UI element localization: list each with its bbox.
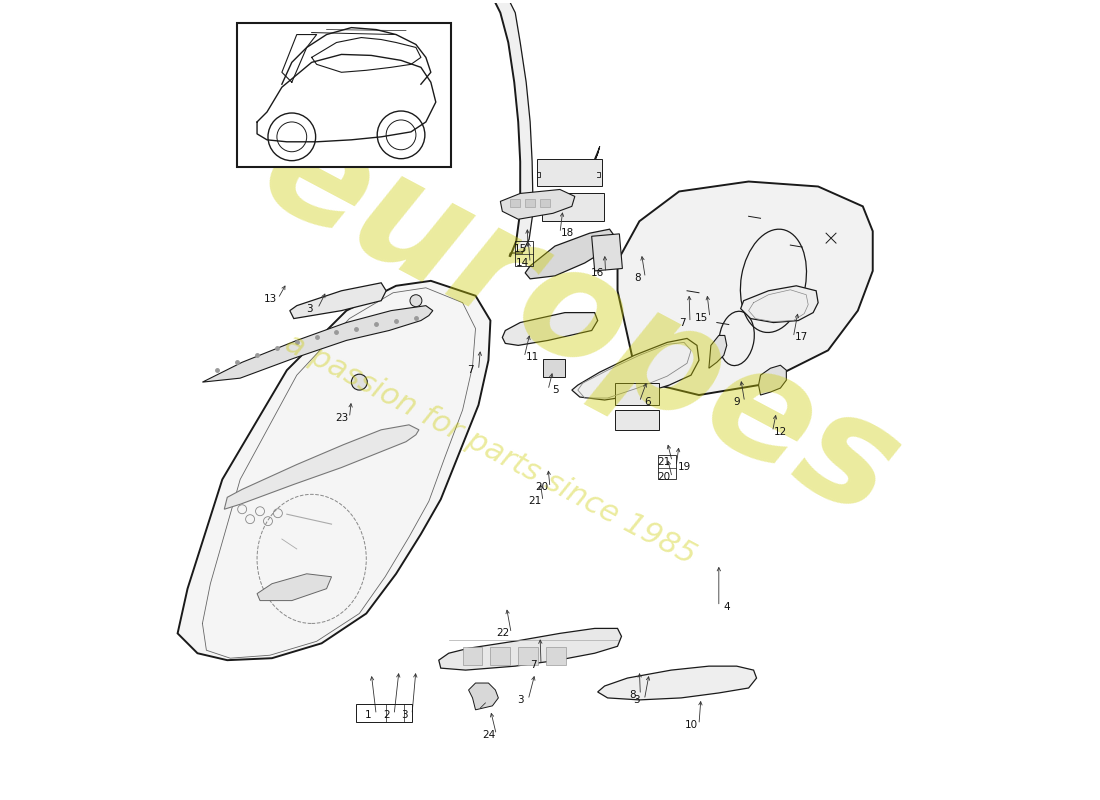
Text: 11: 11 <box>526 352 539 362</box>
Text: 3: 3 <box>307 304 314 314</box>
Bar <box>592 234 623 271</box>
Polygon shape <box>759 366 786 395</box>
Polygon shape <box>202 306 432 382</box>
Polygon shape <box>495 2 534 256</box>
Bar <box>510 199 520 207</box>
Text: 7: 7 <box>468 366 474 375</box>
Text: 3: 3 <box>517 695 524 705</box>
Bar <box>491 647 510 665</box>
Bar <box>542 194 604 222</box>
Polygon shape <box>289 283 386 318</box>
Bar <box>525 199 535 207</box>
Text: 12: 12 <box>773 426 786 437</box>
Bar <box>658 454 676 479</box>
Text: 14: 14 <box>516 258 529 268</box>
Polygon shape <box>500 190 575 219</box>
Text: 15: 15 <box>695 313 708 322</box>
Text: 18: 18 <box>561 228 574 238</box>
Bar <box>615 383 659 405</box>
Text: 6: 6 <box>644 397 650 407</box>
Polygon shape <box>257 574 331 601</box>
Text: 3: 3 <box>400 710 407 720</box>
Bar <box>537 158 602 186</box>
Polygon shape <box>439 629 622 670</box>
Bar <box>463 647 483 665</box>
Text: a passion for parts since 1985: a passion for parts since 1985 <box>280 329 701 570</box>
Bar <box>615 410 659 430</box>
Text: europes: europes <box>238 91 922 550</box>
Polygon shape <box>469 683 498 710</box>
Bar <box>540 199 550 207</box>
Text: 10: 10 <box>684 720 697 730</box>
Polygon shape <box>708 335 727 368</box>
Text: 23: 23 <box>334 413 348 423</box>
Text: 15: 15 <box>514 244 527 254</box>
Bar <box>518 647 538 665</box>
Text: 16: 16 <box>591 268 604 278</box>
Text: 21: 21 <box>528 496 541 506</box>
Text: 24: 24 <box>482 730 495 740</box>
Text: 20: 20 <box>658 473 671 482</box>
Polygon shape <box>740 286 818 322</box>
Polygon shape <box>617 182 872 395</box>
Bar <box>356 704 412 722</box>
Circle shape <box>410 294 422 306</box>
Polygon shape <box>572 338 698 400</box>
Text: 1: 1 <box>365 710 372 720</box>
Text: 13: 13 <box>263 294 276 304</box>
Bar <box>238 22 451 166</box>
Polygon shape <box>177 281 491 660</box>
Polygon shape <box>224 425 419 510</box>
Bar <box>546 647 565 665</box>
Text: 22: 22 <box>497 628 510 638</box>
Text: 7: 7 <box>679 318 685 327</box>
Polygon shape <box>525 229 615 279</box>
Text: 2: 2 <box>383 710 389 720</box>
Text: 3: 3 <box>634 695 640 705</box>
Circle shape <box>351 374 367 390</box>
Text: 20: 20 <box>536 482 549 492</box>
Text: 8: 8 <box>629 690 636 700</box>
Text: 8: 8 <box>634 273 640 283</box>
Text: 4: 4 <box>724 602 730 611</box>
Bar <box>543 359 565 377</box>
Polygon shape <box>503 313 597 346</box>
Text: 21: 21 <box>658 457 671 466</box>
Text: 7: 7 <box>530 660 537 670</box>
Text: 5: 5 <box>552 385 559 395</box>
Text: 17: 17 <box>794 333 807 342</box>
Text: 19: 19 <box>678 462 691 471</box>
Bar <box>515 241 534 266</box>
Text: 9: 9 <box>734 397 740 407</box>
Polygon shape <box>597 666 757 700</box>
